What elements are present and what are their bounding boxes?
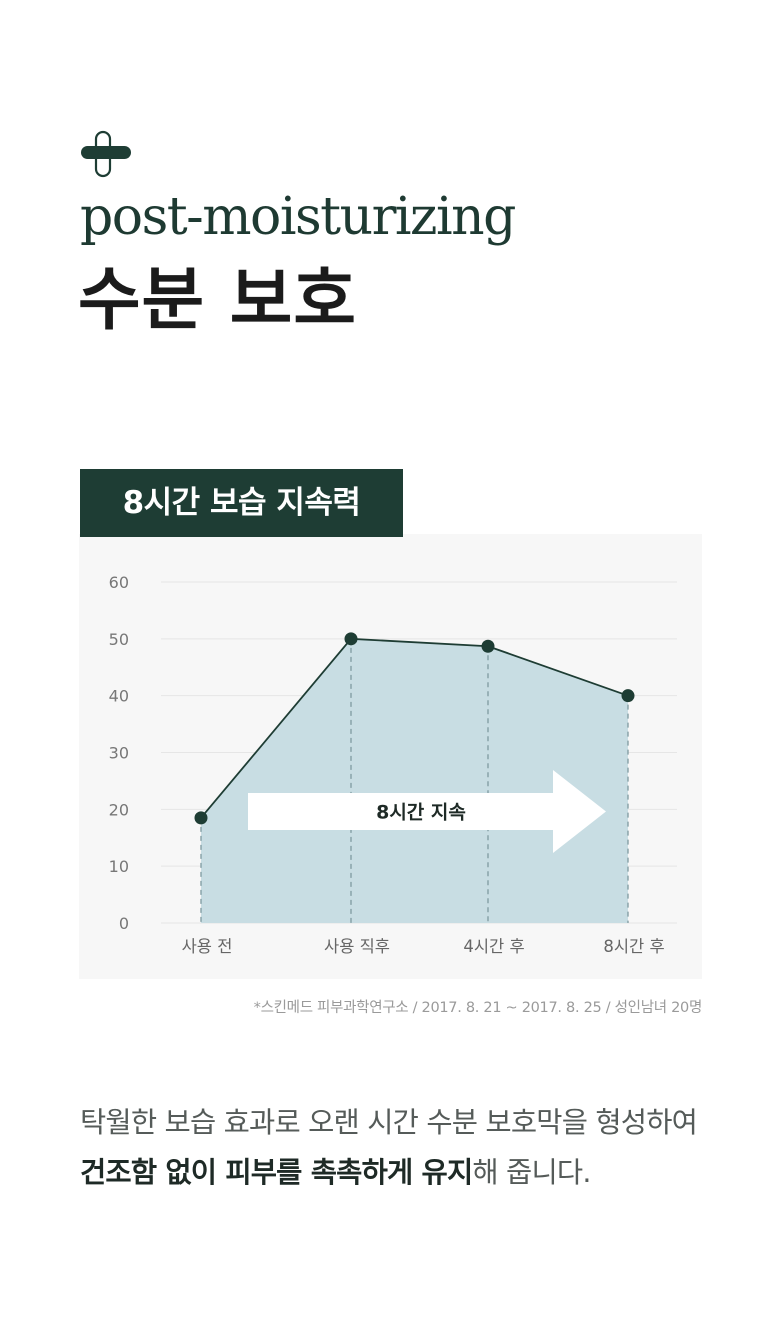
- y-tick-label: 20: [109, 800, 129, 819]
- y-tick-label: 30: [109, 744, 129, 763]
- area-fill: [201, 638, 628, 923]
- x-tick-label: 8시간 후: [603, 937, 664, 956]
- data-point: [621, 689, 635, 703]
- page-subtitle: post-moisturizing: [80, 187, 516, 247]
- y-tick-label: 10: [109, 857, 129, 876]
- capsule-plus-icon: [80, 130, 132, 180]
- chart-title-badge: 8시간 보습 지속력: [80, 469, 403, 537]
- series-line: [200, 637, 629, 819]
- description-emphasis: 건조함 없이 피부를 촉촉하게 유지: [80, 1156, 473, 1189]
- page-title: 수분 보호: [78, 261, 357, 340]
- data-point: [344, 632, 358, 646]
- y-tick-label: 50: [109, 630, 129, 649]
- x-tick-label: 4시간 후: [463, 937, 524, 956]
- data-point: [194, 811, 208, 825]
- x-tick-label: 사용 전: [182, 937, 233, 956]
- description-line-2: 건조함 없이 피부를 촉촉하게 유지해 줍니다.: [80, 1148, 720, 1198]
- arrow-annotation: [248, 770, 606, 853]
- y-tick-label: 40: [109, 687, 129, 706]
- description: 탁월한 보습 효과로 오랜 시간 수분 보호막을 형성하여 건조함 없이 피부를…: [80, 1098, 720, 1198]
- y-tick-label: 0: [119, 914, 129, 933]
- x-tick-label: 사용 직후: [324, 937, 390, 956]
- description-rest: 해 줍니다.: [472, 1156, 591, 1189]
- description-line-1: 탁월한 보습 효과로 오랜 시간 수분 보호막을 형성하여: [80, 1106, 698, 1139]
- y-tick-label: 60: [109, 573, 129, 592]
- data-point: [481, 639, 495, 653]
- chart-footnote: *스킨메드 피부과학연구소 / 2017. 8. 21 ~ 2017. 8. 2…: [253, 1000, 703, 1016]
- arrow-annotation-label: 8시간 지속: [376, 802, 466, 824]
